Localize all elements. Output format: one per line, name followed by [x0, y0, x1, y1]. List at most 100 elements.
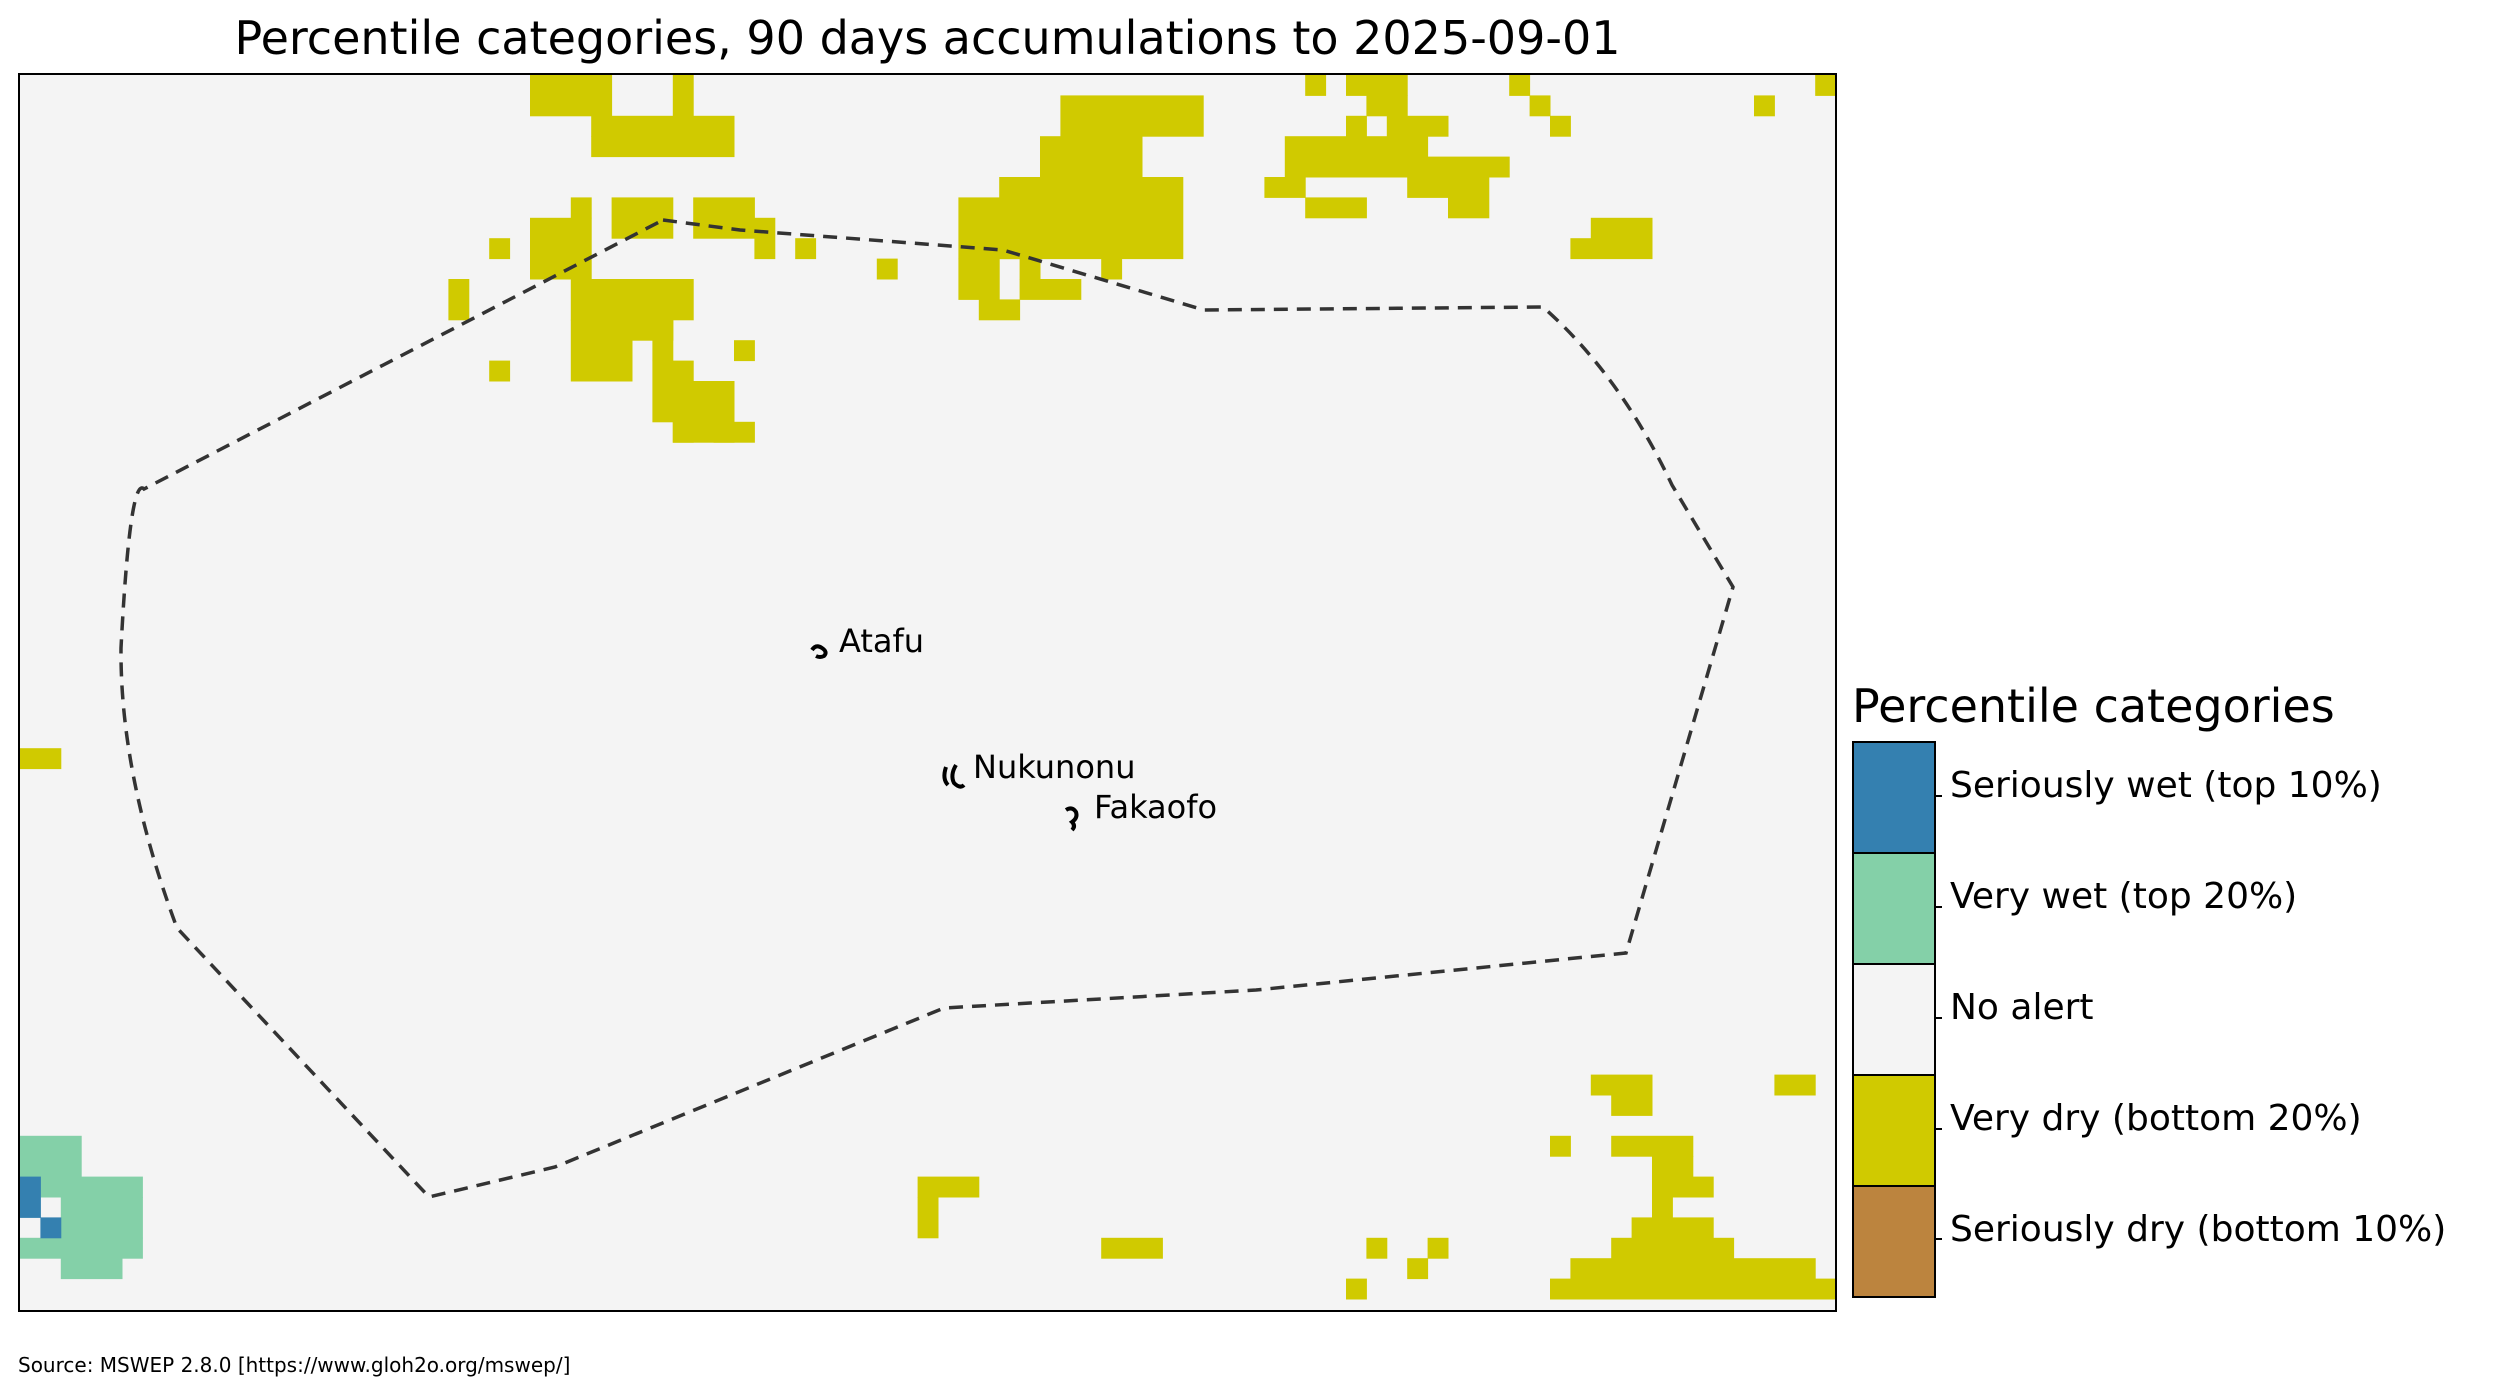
very-dry-cell: [734, 340, 755, 362]
very-wet-cell: [60, 1197, 143, 1239]
very-dry-cell: [672, 421, 694, 443]
legend-tick: [1936, 795, 1942, 797]
map-title: Percentile categories, 90 days accumulat…: [234, 11, 1621, 65]
percentile-grid: [20, 75, 1835, 1300]
very-dry-cell: [1305, 197, 1367, 219]
very-dry-cell: [1652, 1197, 1673, 1218]
very-dry-cell: [20, 748, 62, 770]
very-dry-cell: [693, 197, 755, 239]
very-dry-cell: [1509, 75, 1531, 96]
very-dry-cell: [1407, 177, 1449, 198]
very-dry-cell: [570, 279, 694, 321]
eez-boundary: [119, 218, 1735, 1199]
very-dry-cell: [1754, 95, 1775, 117]
very-dry-cell: [632, 319, 674, 341]
place-label-atafu: Atafu: [839, 622, 924, 660]
very-dry-cell: [1366, 95, 1408, 117]
very-dry-cell: [1570, 238, 1592, 260]
legend-label-no-alert: No alert: [1950, 987, 2094, 1028]
very-dry-cell: [958, 258, 1000, 300]
map-canvas: Atafu Nukunonu Fakaofo: [20, 75, 1835, 1300]
very-dry-cell: [570, 319, 633, 382]
very-dry-cell: [1550, 115, 1571, 137]
legend-label-seriously-dry: Seriously dry (bottom 10%): [1950, 1209, 2447, 1250]
legend-tick: [1936, 1238, 1942, 1240]
map-panel: Atafu Nukunonu Fakaofo: [18, 73, 1837, 1312]
very-dry-cell: [1631, 1217, 1714, 1239]
very-dry-cell: [489, 360, 511, 382]
very-wet-cell: [20, 1237, 143, 1259]
very-dry-cell: [530, 75, 613, 117]
very-dry-cell: [1101, 258, 1123, 280]
very-dry-cell: [611, 197, 674, 239]
source-note: Source: MSWEP 2.8.0 [https://www.gloh2o.…: [18, 1353, 571, 1377]
very-dry-cell: [1427, 1237, 1449, 1259]
legend-tick: [1936, 1128, 1942, 1130]
very-dry-cell: [591, 136, 735, 158]
very-dry-cell: [1652, 1176, 1714, 1198]
very-dry-cell: [1019, 258, 1041, 280]
very-dry-cell: [591, 115, 735, 137]
legend-swatch-very-dry: [1854, 1076, 1934, 1187]
very-dry-cell: [1529, 95, 1551, 117]
very-dry-cell: [978, 299, 1021, 321]
very-dry-cell: [1366, 1237, 1388, 1259]
very-dry-cell: [1611, 1135, 1694, 1157]
legend-swatch-no-alert: [1854, 965, 1934, 1076]
very-dry-cell: [1570, 1258, 1816, 1280]
legend-swatch-seriously-wet: [1854, 743, 1934, 854]
very-wet-cell: [20, 1135, 82, 1178]
very-dry-cell: [754, 217, 776, 260]
very-dry-cell: [1590, 217, 1653, 260]
atoll-nukunonu: [942, 763, 966, 789]
very-wet-cell: [60, 1258, 123, 1280]
very-dry-cell: [1305, 75, 1327, 96]
very-dry-cell: [713, 421, 755, 443]
very-dry-cell: [1407, 1258, 1429, 1280]
seriously-wet-cell: [40, 1217, 62, 1239]
very-dry-cell: [1815, 75, 1835, 96]
atoll-fakaofo: [1064, 806, 1079, 832]
very-dry-cell: [1060, 95, 1204, 137]
very-dry-cell: [917, 1197, 939, 1239]
very-dry-cell: [448, 279, 470, 321]
very-dry-cell: [1550, 1135, 1571, 1157]
legend-label-very-wet: Very wet (top 20%): [1950, 876, 2298, 917]
very-dry-cell: [1550, 1278, 1835, 1300]
seriously-wet-cell: [20, 1176, 41, 1218]
very-dry-cell: [1019, 279, 1082, 300]
very-dry-cell: [1264, 177, 1306, 198]
atoll-atafu: [810, 644, 828, 659]
legend-swatch-very-wet: [1854, 854, 1934, 965]
very-dry-cell: [1652, 1156, 1694, 1178]
very-dry-cell: [570, 197, 592, 219]
very-dry-cell: [795, 238, 817, 260]
very-dry-cell: [1386, 115, 1449, 137]
legend-colorbar: [1852, 741, 1936, 1298]
legend-label-seriously-wet: Seriously wet (top 10%): [1950, 765, 2382, 806]
very-dry-cell: [1611, 1095, 1653, 1116]
very-dry-cell: [1611, 1237, 1735, 1259]
place-label-nukunonu: Nukunonu: [973, 748, 1135, 786]
legend-swatch-seriously-dry: [1854, 1187, 1934, 1296]
legend-label-very-dry: Very dry (bottom 20%): [1950, 1098, 2362, 1139]
place-label-fakaofo: Fakaofo: [1094, 788, 1217, 826]
very-dry-cell: [1346, 75, 1408, 96]
very-dry-cell: [1427, 156, 1510, 178]
very-dry-cell: [917, 1176, 980, 1198]
legend-tick: [1936, 1017, 1942, 1019]
very-dry-cell: [489, 238, 511, 260]
very-dry-cell: [1774, 1074, 1816, 1096]
very-dry-cell: [999, 177, 1184, 260]
very-dry-cell: [530, 217, 592, 280]
very-dry-cell: [1448, 177, 1490, 219]
legend-tick: [1936, 906, 1942, 908]
legend-title: Percentile categories: [1852, 679, 2335, 733]
very-dry-cell: [1346, 115, 1367, 137]
very-dry-cell: [1040, 136, 1143, 178]
very-dry-cell: [1101, 1237, 1163, 1259]
very-dry-cell: [1346, 1278, 1367, 1300]
very-dry-cell: [1284, 136, 1429, 178]
very-dry-cell: [876, 258, 898, 280]
